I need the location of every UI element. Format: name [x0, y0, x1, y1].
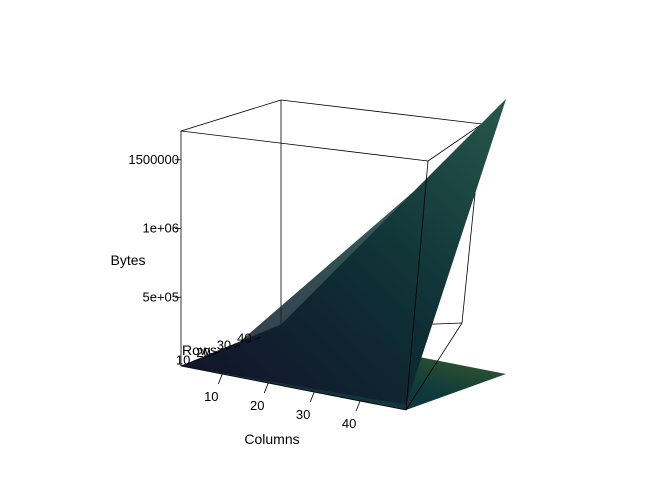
- y-tick: [254, 336, 261, 340]
- x-tick: [217, 373, 223, 385]
- x-tick-label: 40: [342, 416, 356, 431]
- y-tick: [213, 351, 220, 355]
- y-tick-label: 10: [176, 352, 190, 367]
- x-tick: [355, 400, 361, 412]
- y-tick: [234, 344, 241, 348]
- surface: [181, 99, 506, 405]
- bounding-box-front: [180, 160, 463, 411]
- y-tick: [193, 359, 200, 362]
- y-tick-label: 30: [217, 338, 231, 353]
- axis-ticks: 10 20 30 40 10 20 30 40 5e+05 1e+06 1500000: [128, 152, 361, 431]
- y-tick-label: 40: [237, 330, 251, 345]
- surface-top-sheet: [181, 99, 506, 405]
- x-tick: [263, 382, 269, 394]
- x-tick-label: 30: [296, 407, 310, 422]
- x-tick-label: 20: [250, 398, 264, 413]
- z-tick-label: 1500000: [128, 152, 179, 167]
- bounding-box-back: [180, 99, 483, 367]
- z-axis-label: Bytes: [110, 252, 145, 268]
- y-axis-label: Rows: [182, 342, 217, 358]
- x-tick: [309, 391, 315, 403]
- x-axis-label: Columns: [244, 431, 299, 447]
- z-tick-label: 1e+06: [142, 221, 179, 236]
- y-tick-label: 20: [196, 345, 210, 360]
- z-tick-label: 5e+05: [142, 289, 179, 304]
- x-tick-label: 10: [204, 389, 218, 404]
